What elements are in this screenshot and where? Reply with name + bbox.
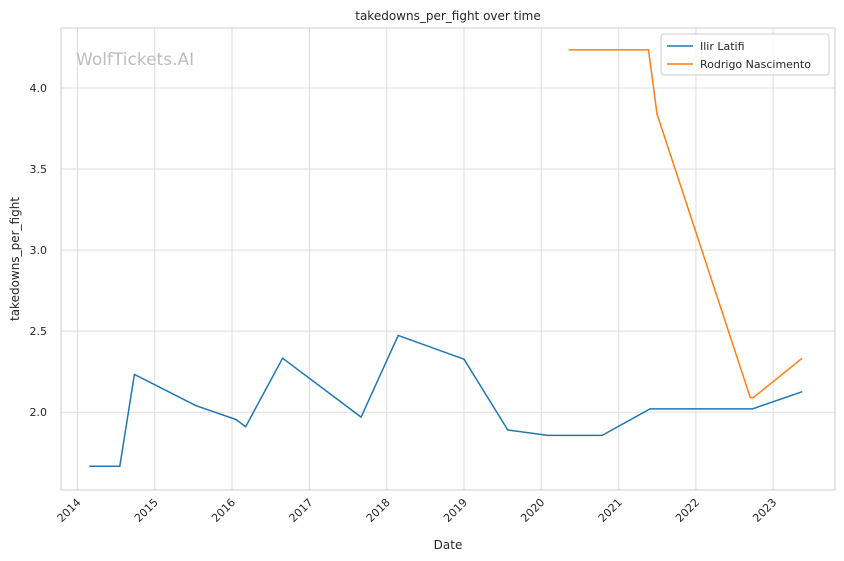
series-line-1 [569, 49, 803, 399]
y-gridlines [61, 87, 835, 413]
data-point [601, 434, 603, 437]
legend-label-1: Rodrigo Nascimento [700, 58, 811, 71]
series-layer [89, 49, 803, 467]
y-tick-labels: 2.0 2.5 3.0 3.5 4.0 [30, 82, 48, 419]
data-point [244, 426, 247, 428]
data-point [749, 396, 752, 399]
legend: Ilir Latifi Rodrigo Nascimento [660, 33, 830, 76]
y-tick-label: 3.0 [30, 244, 48, 257]
legend-label-0: Ilir Latifi [700, 40, 745, 53]
data-point [568, 49, 571, 51]
x-tick-label: 2014 [55, 496, 84, 525]
x-tick-label: 2022 [673, 496, 702, 525]
data-point [119, 465, 121, 467]
x-tick-label: 2019 [441, 496, 470, 525]
x-tick-label: 2018 [364, 496, 393, 525]
data-point [397, 334, 399, 337]
data-point [235, 418, 237, 421]
x-tick-label: 2023 [750, 496, 779, 525]
data-point [507, 429, 509, 431]
watermark-text: WolfTickets.AI [76, 50, 194, 70]
data-point [649, 408, 651, 410]
x-tick-label: 2017 [287, 496, 316, 525]
legend-box [660, 33, 830, 76]
chart-title: takedowns_per_fight over time [355, 9, 541, 23]
data-point [656, 113, 658, 115]
data-point [547, 434, 549, 437]
plot-frame [60, 27, 836, 491]
series-line-0 [90, 334, 802, 467]
y-axis-title: takedowns_per_fight [8, 197, 22, 321]
data-point [752, 396, 755, 399]
y-tick-label: 2.5 [30, 325, 48, 338]
data-point [89, 465, 91, 467]
data-point [195, 404, 197, 407]
x-tick-label: 2016 [209, 496, 238, 525]
data-point [800, 391, 803, 393]
x-tick-label: 2021 [596, 496, 625, 525]
data-point [463, 358, 465, 360]
x-tick-labels: 2014 2015 2016 2017 2018 2019 2020 2021 2022 2023 [55, 496, 780, 525]
x-gridlines [77, 28, 774, 490]
x-tick-label: 2020 [518, 496, 547, 525]
data-point [360, 416, 362, 418]
y-tick-label: 3.5 [30, 163, 48, 176]
x-axis-title: Date [434, 538, 463, 552]
data-point [647, 49, 650, 51]
data-point [133, 373, 136, 376]
y-tick-label: 2.0 [30, 406, 48, 419]
data-point [281, 357, 284, 359]
data-point [800, 357, 803, 360]
y-tick-label: 4.0 [30, 82, 48, 95]
x-tick-label: 2015 [132, 496, 161, 525]
data-point [751, 408, 753, 410]
